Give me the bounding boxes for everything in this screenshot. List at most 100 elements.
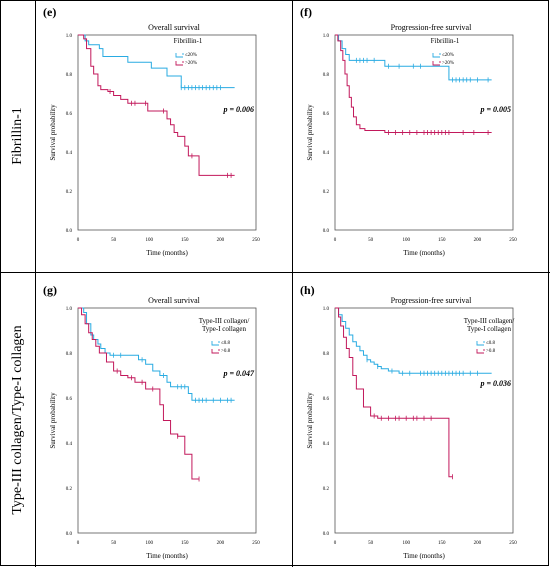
- y-axis-label: Survival probability: [49, 392, 57, 449]
- legend-entry: ≤0.8: [486, 341, 495, 346]
- survival-curve: [335, 307, 453, 478]
- legend-title: Type-I collagen: [202, 325, 247, 333]
- y-tick-label: 0.0: [66, 229, 73, 234]
- legend-entry: >0.8: [221, 349, 231, 354]
- legend-swatch: [476, 341, 485, 346]
- row-label-collagen-ratio: Type-III collagen/Type-I collagen: [10, 325, 25, 515]
- survival-curve: [78, 34, 235, 89]
- plot-area-frame: [77, 34, 257, 231]
- chart-title: Progression-free survival: [391, 296, 472, 305]
- y-tick-label: 0.2: [323, 487, 330, 492]
- legend-swatch: [432, 61, 441, 66]
- x-tick-label: 200: [474, 238, 482, 243]
- legend-title: Fibrillin-1: [431, 37, 460, 45]
- x-tick-label: 50: [111, 238, 117, 243]
- legend-entry: ≤20%: [442, 53, 454, 58]
- p-value: p = 0.006: [222, 105, 254, 114]
- y-tick-label: 0.0: [66, 532, 73, 537]
- y-tick-label: 0.6: [323, 397, 330, 402]
- y-tick-label: 0.4: [323, 151, 330, 156]
- x-tick-label: 0: [334, 238, 337, 243]
- panel-label: (g): [43, 283, 57, 297]
- legend-entry: ≤0.8: [221, 341, 230, 346]
- x-tick-label: 50: [368, 541, 374, 546]
- x-axis-label: Time (months): [146, 552, 188, 560]
- x-axis-label: Time (months): [403, 249, 445, 257]
- y-tick-label: 1.0: [323, 34, 330, 39]
- chart-title: Overall survival: [148, 23, 201, 32]
- x-tick-label: 100: [402, 238, 410, 243]
- y-tick-label: 0.2: [66, 190, 73, 195]
- km-chart-overall-survival-collagen: (g) Overall survival 0.0 0.2 0.4 0.6 0.8 1.0 0 50…: [43, 283, 260, 560]
- x-tick-label: 250: [252, 238, 260, 243]
- panel-column-divider: [292, 0, 293, 567]
- y-tick-label: 0.4: [66, 442, 73, 447]
- legend-swatch: [175, 53, 184, 58]
- x-axis-label: Time (months): [403, 552, 445, 560]
- row-divider: [0, 272, 550, 273]
- x-tick-label: 50: [111, 541, 117, 546]
- x-tick-label: 150: [181, 238, 189, 243]
- y-tick-label: 0.8: [66, 73, 73, 78]
- km-chart-pfs-collagen: (h) Progression-free survival 0.0 0.2 0.4 0.6…: [300, 283, 517, 560]
- legend-title: Type-I collagen: [467, 325, 512, 333]
- x-axis-label: Time (months): [146, 249, 188, 257]
- survival-curve: [335, 34, 492, 133]
- legend-title: Fibrillin-1: [174, 37, 203, 45]
- x-tick-label: 0: [77, 238, 80, 243]
- x-tick-label: 100: [145, 238, 153, 243]
- legend-swatch: [476, 349, 485, 354]
- survival-curve: [78, 307, 200, 480]
- chart-title: Progression-free survival: [391, 23, 472, 32]
- legend-title: Type-III collagen/: [199, 317, 250, 325]
- p-value: p = 0.005: [479, 105, 511, 114]
- plot-area-frame: [77, 307, 257, 534]
- p-value: p = 0.036: [479, 379, 511, 388]
- survival-curve: [78, 34, 235, 176]
- survival-curve: [335, 34, 492, 81]
- x-tick-label: 50: [368, 238, 374, 243]
- km-chart-overall-survival-fibrillin: (e) Overall survival 0.0 0.2 0.4 0.6 0.8 1.0 0 50…: [43, 5, 260, 257]
- legend-entry: ≤20%: [185, 53, 197, 58]
- row-label-fibrillin: Fibrillin-1: [10, 107, 25, 165]
- panel-label: (f): [300, 5, 312, 19]
- legend-swatch: [175, 61, 184, 66]
- y-tick-label: 1.0: [323, 307, 330, 312]
- km-chart-pfs-fibrillin: (f) Progression-free survival 0.0 0.2 0.4 0.6…: [300, 5, 517, 257]
- x-tick-label: 100: [402, 541, 410, 546]
- y-tick-label: 0.0: [323, 532, 330, 537]
- x-tick-label: 250: [509, 238, 517, 243]
- x-tick-label: 0: [334, 541, 337, 546]
- label-column-divider: [35, 0, 36, 567]
- x-tick-label: 250: [509, 541, 517, 546]
- x-tick-label: 200: [217, 541, 225, 546]
- panel-label: (e): [43, 5, 56, 19]
- chart-title: Overall survival: [148, 296, 201, 305]
- y-tick-label: 0.8: [323, 352, 330, 357]
- panel-label: (h): [300, 283, 315, 297]
- legend-title: Type-III collagen/: [464, 317, 515, 325]
- plot-area-frame: [334, 34, 514, 231]
- legend-swatch: [211, 349, 220, 354]
- y-tick-label: 0.6: [66, 397, 73, 402]
- legend-entry: >20%: [442, 61, 454, 66]
- x-tick-label: 250: [252, 541, 260, 546]
- x-tick-label: 150: [181, 541, 189, 546]
- y-tick-label: 0.6: [323, 112, 330, 117]
- y-axis-label: Survival probability: [49, 104, 57, 161]
- y-tick-label: 0.0: [323, 229, 330, 234]
- y-tick-label: 0.8: [323, 73, 330, 78]
- x-tick-label: 200: [217, 238, 225, 243]
- y-tick-label: 0.4: [66, 151, 73, 156]
- x-tick-label: 150: [438, 238, 446, 243]
- y-tick-label: 0.4: [323, 442, 330, 447]
- legend-entry: >20%: [185, 61, 197, 66]
- legend-swatch: [211, 341, 220, 346]
- y-tick-label: 0.6: [66, 112, 73, 117]
- y-tick-label: 1.0: [66, 34, 73, 39]
- y-tick-label: 0.2: [66, 487, 73, 492]
- legend-swatch: [432, 53, 441, 58]
- plot-area-frame: [334, 307, 514, 534]
- y-axis-label: Survival probability: [306, 104, 314, 161]
- p-value: p = 0.047: [222, 369, 255, 378]
